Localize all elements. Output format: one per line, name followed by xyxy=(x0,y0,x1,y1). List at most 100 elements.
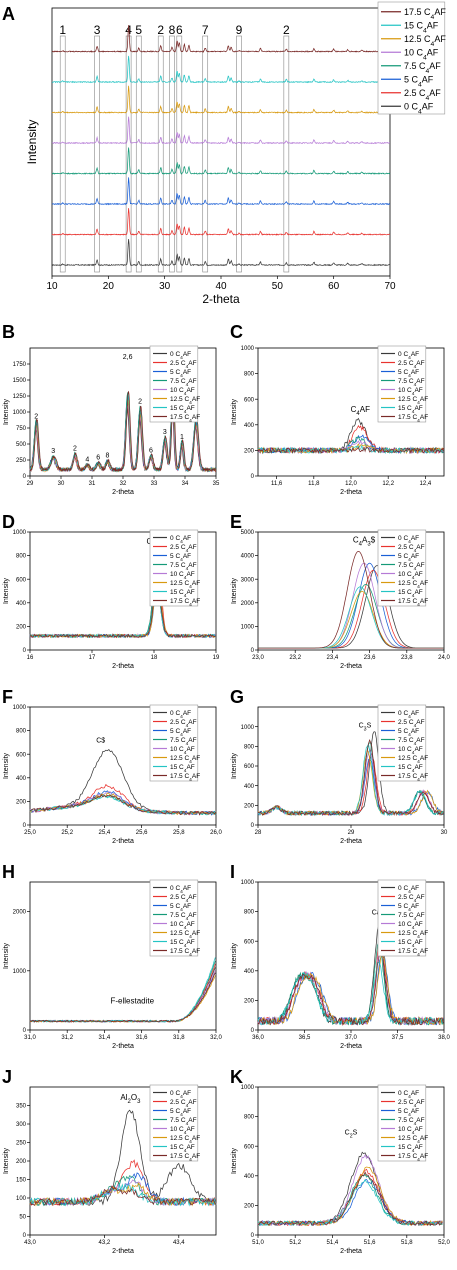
panel-label-c: C xyxy=(230,322,243,342)
legend-entry: 5 C4AF xyxy=(398,369,419,379)
y-axis-label: Intensity xyxy=(231,398,238,425)
x-tick-label: 12,2 xyxy=(382,481,394,487)
y-tick-label: 600 xyxy=(244,1144,255,1150)
legend-entry: 2.5 C4AF xyxy=(170,894,197,904)
x-axis-label: 2-theta xyxy=(340,1043,362,1050)
x-tick-label: 32 xyxy=(120,481,127,487)
legend-box xyxy=(377,704,427,782)
legend-entry: 12.5 C4AF xyxy=(398,580,428,590)
legend-entry: 5 C4AF xyxy=(170,903,191,913)
legend-entry: 15 C4AF xyxy=(398,589,423,599)
panel-g: G 28 29 30 2-theta 0 200 400 600 800 1000 Intensit… xyxy=(228,685,457,860)
y-tick-label: 200 xyxy=(244,449,255,455)
x-tick-label: 31,6 xyxy=(136,1035,148,1041)
legend-entry: 15 C4AF xyxy=(398,405,423,415)
legend-entry: 17.5 C4AF xyxy=(398,773,428,783)
panel-label-f: F xyxy=(2,687,13,707)
y-tick-label: 400 xyxy=(16,601,27,607)
legend-entry: 5 C4AF xyxy=(170,728,191,738)
y-tick-label: 100 xyxy=(16,1196,27,1202)
panel-label-b: B xyxy=(2,322,15,342)
series-line xyxy=(52,239,391,267)
legend-entry: 17.5 C4AF xyxy=(170,773,200,783)
legend-box xyxy=(377,879,427,957)
legend-entry: 0 C4AF xyxy=(170,351,191,361)
series-line xyxy=(257,1171,443,1227)
peak-marker-box xyxy=(169,35,175,273)
plot-frame xyxy=(257,531,445,651)
legend-entry: 0 C4AF xyxy=(170,535,191,545)
series-line xyxy=(29,792,217,816)
legend-entry: 17.5 C4AF xyxy=(398,598,428,608)
legend-entry: 7.5 C4AF xyxy=(170,1117,197,1127)
axes: 10 20 30 40 50 60 70 2-theta Intensity xyxy=(25,7,396,306)
x-tick-label: 25,2 xyxy=(61,830,73,836)
panel-k: K 51,0 51,2 51,4 51,6 51,8 52,0 2-theta 0 200 400… xyxy=(228,1065,457,1270)
series-line xyxy=(29,582,216,639)
x-tick-label: 31,4 xyxy=(99,1035,111,1041)
y-tick-label: 1000 xyxy=(13,530,27,536)
y-tick-label: 150 xyxy=(16,1178,27,1184)
peak-annotation: 6 xyxy=(149,447,153,454)
peak-marker-label: 2 xyxy=(157,23,164,37)
legend-entry: 0 C4AF xyxy=(170,885,191,895)
legend-entry: 12.5 C4AF xyxy=(170,930,200,940)
y-tick-label: 50 xyxy=(19,1215,26,1221)
legend-entry: 5 C4AF xyxy=(170,553,191,563)
legend-entry: 0 C4AF xyxy=(398,885,419,895)
legend-entry: 10 C4AF xyxy=(398,921,423,931)
y-tick-label: 0 xyxy=(251,648,255,654)
x-tick-label: 20 xyxy=(103,281,115,292)
legend-entry: 10 C4AF xyxy=(170,921,195,931)
x-tick-label: 31 xyxy=(89,481,96,487)
y-tick-label: 1750 xyxy=(13,362,27,368)
series-line xyxy=(29,967,216,1023)
legend-box xyxy=(149,1084,199,1162)
panel-label-g: G xyxy=(230,687,245,707)
series-line xyxy=(51,177,391,206)
legend-entry: 12.5 C4AF xyxy=(398,396,428,406)
peak-annotation: 2 xyxy=(138,399,142,406)
panel-label-d: D xyxy=(2,512,15,532)
y-tick-label: 5000 xyxy=(241,530,255,536)
y-tick-label: 1250 xyxy=(13,394,27,400)
y-axis-label: Intensity xyxy=(231,752,238,779)
peak-annotation: 3 xyxy=(51,448,55,455)
x-tick-label: 50 xyxy=(272,281,284,292)
y-tick-label: 600 xyxy=(244,939,255,945)
plot-frame xyxy=(257,1086,445,1236)
legend-entry: 10 C4AF xyxy=(398,571,423,581)
x-tick-label: 11,6 xyxy=(271,481,283,487)
legend-entry: 7.5 C4AF xyxy=(398,378,425,388)
y-tick-label: 300 xyxy=(16,1122,27,1128)
y-tick-label: 3000 xyxy=(241,577,255,583)
chart-j: 43,0 43,2 43,4 2-theta 0 50 100 150 200 250 300 350… xyxy=(3,1084,217,1255)
y-tick-label: 200 xyxy=(16,800,27,806)
y-tick-label: 400 xyxy=(244,969,255,975)
peak-annotation: Al2O3 xyxy=(120,1093,141,1105)
y-axis-label: Intensity xyxy=(3,398,10,425)
legend-entry: 17.5 C4AF xyxy=(398,948,428,958)
peak-annotation: C4AF xyxy=(351,405,370,417)
y-tick-label: 500 xyxy=(16,442,27,448)
legend-entry: 17.5 C4AF xyxy=(170,598,200,608)
x-axis-label: 2-theta xyxy=(340,1248,362,1255)
x-tick-label: 29 xyxy=(27,481,34,487)
legend-box xyxy=(377,1084,427,1162)
peak-annotation: 6 xyxy=(96,454,100,461)
axes: 25,0 25,2 25,4 25,6 25,8 26,0 2-theta 0 200 400 60… xyxy=(3,705,223,845)
panel-d: D 16 17 18 19 2-theta 0 200 400 600 800 1000 Intens… xyxy=(0,510,228,685)
legend-entry: 2.5 C4AF xyxy=(170,1099,197,1109)
series-line xyxy=(29,583,216,639)
legend-entry: 7.5 C4AF xyxy=(398,912,425,922)
x-tick-label: 19 xyxy=(213,655,220,661)
peak-annotation: 1 xyxy=(180,434,184,441)
series-line xyxy=(51,208,391,236)
legend-entry: 5 C4AF xyxy=(398,553,419,563)
y-axis-label: Intensity xyxy=(231,1147,238,1174)
